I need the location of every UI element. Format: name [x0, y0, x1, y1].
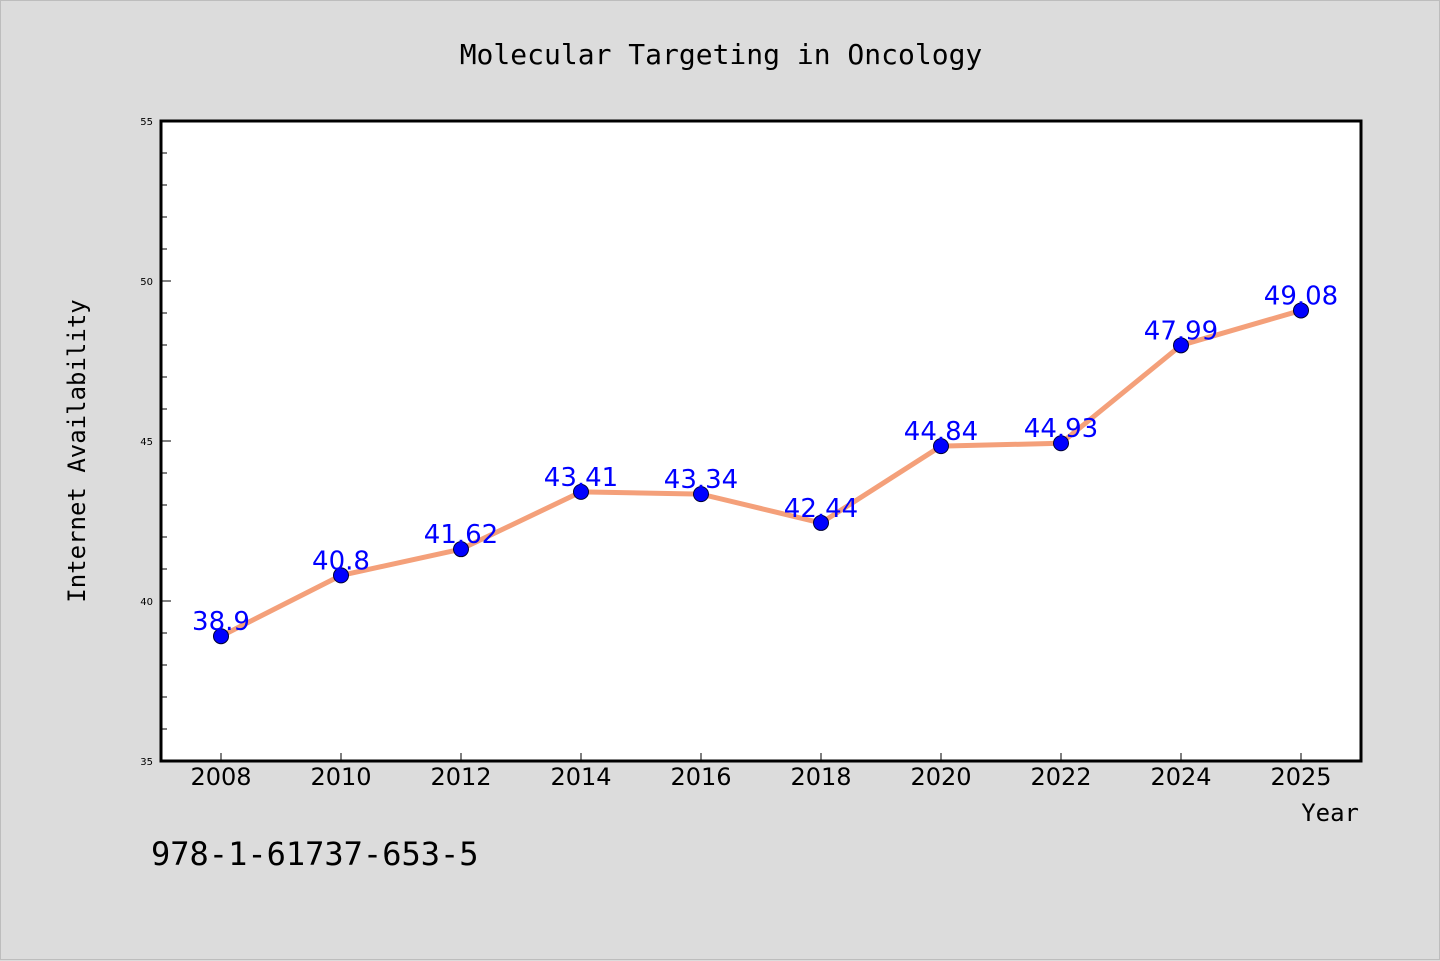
isbn-text: 978-1-61737-653-5: [151, 835, 479, 873]
y-tick-label: 45: [140, 437, 153, 448]
x-tick-label: 2014: [550, 763, 611, 791]
x-tick-label: 2008: [190, 763, 251, 791]
data-point: [693, 486, 709, 503]
data-point: [813, 514, 829, 531]
data-point: [333, 567, 349, 584]
data-label: 44.84: [904, 417, 978, 447]
plot-frame: [159, 119, 1363, 763]
data-label: 47.99: [1144, 316, 1218, 346]
x-tick-label: 2020: [910, 763, 971, 791]
data-label: 43.41: [544, 463, 618, 493]
y-axis-label: Internet Availability: [63, 299, 91, 602]
y-tick-label: 50: [140, 277, 153, 288]
y-tick-label: 35: [140, 757, 153, 768]
data-markers: [213, 302, 1309, 645]
data-label: 41.62: [424, 520, 498, 550]
data-point: [933, 438, 949, 455]
data-point: [1173, 337, 1189, 354]
x-tick-label: 2018: [790, 763, 851, 791]
data-label: 43.34: [664, 465, 738, 495]
data-label: 42.44: [784, 494, 858, 524]
data-label: 40.8: [312, 546, 370, 576]
data-label: 44.93: [1024, 414, 1098, 444]
series-line: [218, 307, 1304, 639]
x-tick-label: 2016: [670, 763, 731, 791]
data-point: [1053, 435, 1069, 452]
data-point: [1293, 302, 1309, 319]
data-label: 49.08: [1264, 281, 1338, 311]
x-axis-label: Year: [1301, 799, 1359, 827]
series-polyline: [218, 307, 1304, 639]
y-tick-label: 40: [140, 597, 153, 608]
x-axis: 2008 2010 2012 2014 2016 2018 2020 2022 2024 2025: [190, 753, 1332, 791]
y-tick-label: 55: [140, 117, 153, 128]
x-tick-label: 2024: [1150, 763, 1211, 791]
x-tick-label: 2022: [1030, 763, 1091, 791]
data-point: [213, 628, 229, 645]
chart-title: Molecular Targeting in Oncology: [460, 38, 983, 71]
data-point: [453, 541, 469, 558]
data-label: 38.9: [192, 607, 250, 637]
data-labels: 38.9 40.8 41.62 43.41 43.34 42.44 44.84 44.93 47…: [192, 281, 1338, 637]
x-tick-label: 2012: [430, 763, 491, 791]
x-tick-label: 2010: [310, 763, 371, 791]
data-point: [573, 483, 589, 500]
plot-area: [161, 121, 1361, 761]
x-tick-label: 2025: [1270, 763, 1331, 791]
